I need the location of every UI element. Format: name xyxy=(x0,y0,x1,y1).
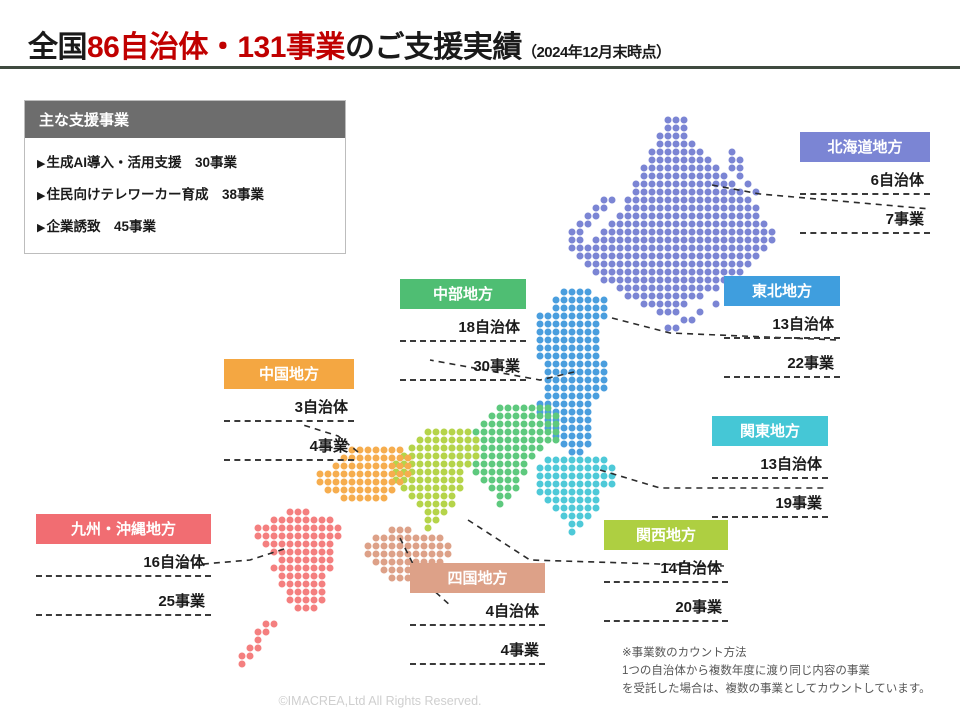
region-municipalities-shikoku: 4自治体 xyxy=(410,597,545,626)
region-chip-chugoku: 中国地方 xyxy=(224,359,354,389)
main-support-projects-card: 主な支援事業 ▶生成AI導入・活用支援 30事業 ▶住民向けテレワーカー育成 3… xyxy=(24,100,346,254)
map-region-dots xyxy=(568,456,616,536)
region-municipalities-tohoku: 13自治体 xyxy=(724,310,840,339)
map-region-dots xyxy=(316,454,412,494)
legend-item: ▶生成AI導入・活用支援 30事業 xyxy=(37,145,333,177)
region-projects-chubu: 30事業 xyxy=(400,352,526,381)
leader-line xyxy=(467,519,725,567)
callout-kansai: 関西地方 14自治体 20事業 xyxy=(604,520,728,622)
legend-heading: 主な支援事業 xyxy=(25,101,345,138)
bullet-triangle-icon: ▶ xyxy=(37,158,46,170)
region-projects-kanto: 19事業 xyxy=(712,489,828,518)
region-chip-hokkaido: 北海道地方 xyxy=(800,132,930,162)
region-projects-shikoku: 4事業 xyxy=(410,636,545,665)
region-projects-chugoku: 4事業 xyxy=(224,432,354,461)
callout-chugoku: 中国地方 3自治体 4事業 xyxy=(224,359,354,461)
legend-item-label: 生成AI導入・活用支援 30事業 xyxy=(46,155,237,170)
footnote-line-1: ※事業数のカウント方法 xyxy=(622,647,747,659)
page-title: 全国86自治体・131事業のご支援実績（2024年12月末時点） xyxy=(28,22,671,66)
callout-tohoku: 東北地方 13自治体 22事業 xyxy=(724,276,840,378)
leader-line xyxy=(299,423,359,453)
region-municipalities-chugoku: 3自治体 xyxy=(224,393,354,422)
map-region-dots xyxy=(324,446,404,502)
legend-body: ▶生成AI導入・活用支援 30事業 ▶住民向けテレワーカー育成 38事業 ▶企業… xyxy=(25,138,345,253)
legend-item: ▶住民向けテレワーカー育成 38事業 xyxy=(37,177,333,209)
bullet-triangle-icon: ▶ xyxy=(37,222,46,234)
footnote-line-2: 1つの自治体から複数年度に渡り同じ内容の事業 xyxy=(622,664,870,677)
legend-item: ▶企業誘致 45事業 xyxy=(37,209,333,241)
region-projects-hokkaido: 7事業 xyxy=(800,205,930,234)
region-chip-tohoku: 東北地方 xyxy=(724,276,840,306)
region-chip-chubu: 中部地方 xyxy=(400,279,526,309)
map-region-dots xyxy=(584,116,776,316)
callout-kanto: 関東地方 13自治体 19事業 xyxy=(712,416,828,518)
footnote-counting-method: ※事業数のカウント方法 1つの自治体から複数年度に渡り同じ内容の事業 を受託した… xyxy=(622,645,958,698)
title-separator: ・ xyxy=(207,31,238,64)
map-region-dots xyxy=(436,534,452,558)
map-region-dots xyxy=(456,404,552,492)
title-highlight-municipalities: 86自治体 xyxy=(87,31,208,64)
page-header: 全国86自治体・131事業のご支援実績（2024年12月末時点） xyxy=(0,0,960,70)
region-municipalities-chubu: 18自治体 xyxy=(400,313,526,342)
region-projects-kansai: 20事業 xyxy=(604,593,728,622)
region-projects-tohoku: 22事業 xyxy=(724,349,840,378)
region-municipalities-kansai: 14自治体 xyxy=(604,554,728,583)
region-chip-kansai: 関西地方 xyxy=(604,520,728,550)
leader-line xyxy=(611,317,839,341)
region-projects-kyushu-okinawa: 25事業 xyxy=(36,587,211,616)
map-region-dots xyxy=(238,516,342,668)
copyright-notice: ©IMACREA,Ltd All Rights Reserved. xyxy=(278,694,482,708)
leader-line xyxy=(179,548,285,567)
region-chip-shikoku: 四国地方 xyxy=(410,563,545,593)
map-region-dots xyxy=(364,526,444,582)
map-region-dots xyxy=(568,148,760,332)
map-region-dots xyxy=(536,456,608,520)
title-prefix: 全国 xyxy=(28,31,88,64)
region-chip-kyushu-okinawa: 九州・沖縄地方 xyxy=(36,514,211,544)
callout-shikoku: 四国地方 4自治体 4事業 xyxy=(410,563,545,665)
map-region-dots xyxy=(262,508,334,612)
region-municipalities-kanto: 13自治体 xyxy=(712,450,828,479)
footnote-line-3: を受託した場合は、複数の事業としてカウントしています。 xyxy=(622,682,931,695)
leader-line xyxy=(429,359,575,381)
title-highlight-projects: 131事業 xyxy=(237,31,345,64)
region-municipalities-hokkaido: 6自治体 xyxy=(800,166,930,195)
title-asof-note: （2024年12月末時点） xyxy=(521,44,671,61)
leader-line xyxy=(711,184,931,210)
region-municipalities-kyushu-okinawa: 16自治体 xyxy=(36,548,211,577)
callout-hokkaido: 北海道地方 6自治体 7事業 xyxy=(800,132,930,234)
callout-kyushu-okinawa: 九州・沖縄地方 16自治体 25事業 xyxy=(36,514,211,616)
title-suffix: のご支援実績 xyxy=(344,31,523,64)
callout-chubu: 中部地方 18自治体 30事業 xyxy=(400,279,526,381)
legend-item-label: 企業誘致 45事業 xyxy=(46,219,156,234)
region-chip-kanto: 関東地方 xyxy=(712,416,828,446)
map-region-dots xyxy=(400,428,472,516)
legend-item-label: 住民向けテレワーカー育成 38事業 xyxy=(46,187,264,202)
header-divider xyxy=(0,66,960,69)
bullet-triangle-icon: ▶ xyxy=(37,190,46,202)
